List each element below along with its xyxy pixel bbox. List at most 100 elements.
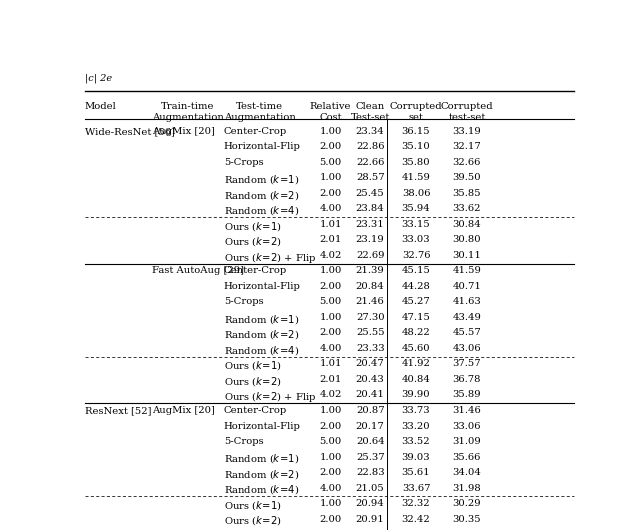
Text: 43.06: 43.06 <box>452 344 481 353</box>
Text: 1.00: 1.00 <box>319 313 342 322</box>
Text: 4.02: 4.02 <box>319 251 342 260</box>
Text: 2.01: 2.01 <box>319 235 342 244</box>
Text: 1.00: 1.00 <box>319 406 342 415</box>
Text: 45.60: 45.60 <box>402 344 430 353</box>
Text: Horizontal-Flip: Horizontal-Flip <box>224 143 301 152</box>
Text: 41.59: 41.59 <box>402 173 431 182</box>
Text: 33.73: 33.73 <box>402 406 430 415</box>
Text: AugMix [20]: AugMix [20] <box>152 406 215 415</box>
Text: 45.15: 45.15 <box>402 267 431 276</box>
Text: 20.41: 20.41 <box>356 391 385 400</box>
Text: Relative
Cost: Relative Cost <box>310 102 351 122</box>
Text: Corrupted
test-set: Corrupted test-set <box>440 102 493 122</box>
Text: Clean
Test-set: Clean Test-set <box>351 102 390 122</box>
Text: 1.00: 1.00 <box>319 267 342 276</box>
Text: Random ($k\!=\!4$): Random ($k\!=\!4$) <box>224 344 299 357</box>
Text: Ours ($k\!=\!2$): Ours ($k\!=\!2$) <box>224 375 282 388</box>
Text: |c| 2e: |c| 2e <box>85 74 112 83</box>
Text: 35.94: 35.94 <box>402 205 431 214</box>
Text: 33.06: 33.06 <box>452 421 481 430</box>
Text: Random ($k\!=\!2$): Random ($k\!=\!2$) <box>224 189 299 202</box>
Text: 1.00: 1.00 <box>319 173 342 182</box>
Text: 31.09: 31.09 <box>452 437 481 446</box>
Text: 5-Crops: 5-Crops <box>224 437 264 446</box>
Text: 22.83: 22.83 <box>356 468 385 477</box>
Text: 38.06: 38.06 <box>402 189 430 198</box>
Text: 30.11: 30.11 <box>452 251 481 260</box>
Text: 1.01: 1.01 <box>319 359 342 368</box>
Text: 33.03: 33.03 <box>402 235 430 244</box>
Text: 27.30: 27.30 <box>356 313 385 322</box>
Text: 30.35: 30.35 <box>452 515 481 524</box>
Text: 30.80: 30.80 <box>452 235 481 244</box>
Text: 5.00: 5.00 <box>319 437 342 446</box>
Text: 33.67: 33.67 <box>402 483 430 492</box>
Text: Ours ($k\!=\!1$): Ours ($k\!=\!1$) <box>224 359 282 373</box>
Text: 22.86: 22.86 <box>356 143 385 152</box>
Text: 25.45: 25.45 <box>356 189 385 198</box>
Text: Random ($k\!=\!2$): Random ($k\!=\!2$) <box>224 329 299 341</box>
Text: 32.17: 32.17 <box>452 143 481 152</box>
Text: Fast AutoAug [29]: Fast AutoAug [29] <box>152 267 244 276</box>
Text: 34.04: 34.04 <box>452 468 481 477</box>
Text: Test-time
Augmentation: Test-time Augmentation <box>224 102 296 122</box>
Text: 45.27: 45.27 <box>402 297 431 306</box>
Text: 39.50: 39.50 <box>452 173 481 182</box>
Text: Random ($k\!=\!1$): Random ($k\!=\!1$) <box>224 453 299 465</box>
Text: 2.00: 2.00 <box>319 515 342 524</box>
Text: 32.42: 32.42 <box>402 515 431 524</box>
Text: 20.94: 20.94 <box>356 499 385 508</box>
Text: 36.78: 36.78 <box>452 375 481 384</box>
Text: 47.15: 47.15 <box>402 313 431 322</box>
Text: Horizontal-Flip: Horizontal-Flip <box>224 282 301 291</box>
Text: Center-Crop: Center-Crop <box>224 127 287 136</box>
Text: Ours ($k\!=\!2$) + Flip: Ours ($k\!=\!2$) + Flip <box>224 251 317 265</box>
Text: 43.49: 43.49 <box>452 313 481 322</box>
Text: 35.10: 35.10 <box>402 143 431 152</box>
Text: Random ($k\!=\!4$): Random ($k\!=\!4$) <box>224 205 299 217</box>
Text: 23.31: 23.31 <box>356 220 385 229</box>
Text: 35.61: 35.61 <box>402 468 430 477</box>
Text: 1.00: 1.00 <box>319 499 342 508</box>
Text: 39.90: 39.90 <box>402 391 430 400</box>
Text: Ours ($k\!=\!1$): Ours ($k\!=\!1$) <box>224 220 282 233</box>
Text: Model: Model <box>85 102 116 111</box>
Text: Random ($k\!=\!1$): Random ($k\!=\!1$) <box>224 173 299 187</box>
Text: 23.34: 23.34 <box>356 127 385 136</box>
Text: 40.84: 40.84 <box>402 375 431 384</box>
Text: 22.69: 22.69 <box>356 251 385 260</box>
Text: 20.17: 20.17 <box>356 421 385 430</box>
Text: 1.01: 1.01 <box>319 220 342 229</box>
Text: 35.85: 35.85 <box>452 189 481 198</box>
Text: 35.89: 35.89 <box>452 391 481 400</box>
Text: 44.28: 44.28 <box>402 282 431 291</box>
Text: 33.19: 33.19 <box>452 127 481 136</box>
Text: 45.57: 45.57 <box>452 329 481 338</box>
Text: 20.47: 20.47 <box>356 359 385 368</box>
Text: 32.32: 32.32 <box>402 499 430 508</box>
Text: 33.52: 33.52 <box>402 437 430 446</box>
Text: Random ($k\!=\!4$): Random ($k\!=\!4$) <box>224 483 299 497</box>
Text: 41.92: 41.92 <box>402 359 431 368</box>
Text: 20.87: 20.87 <box>356 406 385 415</box>
Text: 4.00: 4.00 <box>319 205 342 214</box>
Text: 31.98: 31.98 <box>452 483 481 492</box>
Text: 5-Crops: 5-Crops <box>224 158 264 167</box>
Text: Center-Crop: Center-Crop <box>224 406 287 415</box>
Text: 33.62: 33.62 <box>452 205 481 214</box>
Text: 30.84: 30.84 <box>452 220 481 229</box>
Text: Center-Crop: Center-Crop <box>224 267 287 276</box>
Text: 41.63: 41.63 <box>452 297 481 306</box>
Text: 23.19: 23.19 <box>356 235 385 244</box>
Text: 2.00: 2.00 <box>319 189 342 198</box>
Text: 2.00: 2.00 <box>319 421 342 430</box>
Text: 22.66: 22.66 <box>356 158 385 167</box>
Text: 21.39: 21.39 <box>356 267 385 276</box>
Text: Train-time
Augmentation: Train-time Augmentation <box>152 102 224 122</box>
Text: Ours ($k\!=\!2$): Ours ($k\!=\!2$) <box>224 515 282 527</box>
Text: 32.76: 32.76 <box>402 251 430 260</box>
Text: 4.00: 4.00 <box>319 344 342 353</box>
Text: Wide-ResNet [56]: Wide-ResNet [56] <box>85 127 175 136</box>
Text: Horizontal-Flip: Horizontal-Flip <box>224 421 301 430</box>
Text: 2.00: 2.00 <box>319 468 342 477</box>
